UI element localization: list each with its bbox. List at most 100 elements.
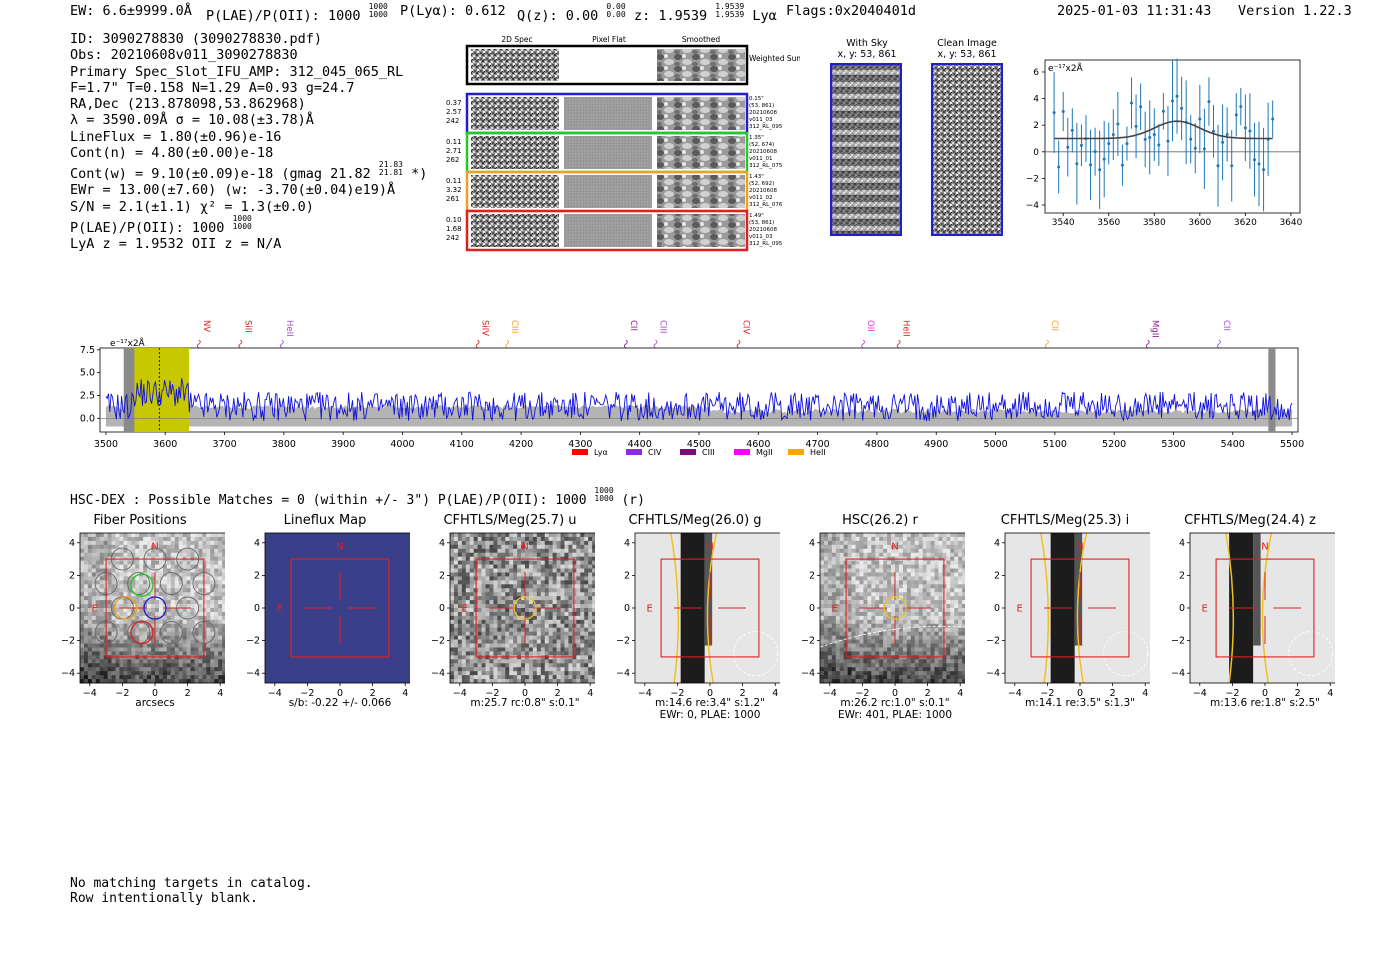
emission-line-tick: [238, 339, 243, 349]
zoom-xtick: 3540: [1052, 218, 1075, 228]
cutout-xtick: −2: [855, 688, 869, 699]
zoom-data-point: [1175, 94, 1179, 98]
cutout-image: N E −4 −4 −2 −2 0 0 2 2 4 4: [61, 532, 225, 699]
spec2d-row-meta: 312_RL_095: [749, 124, 783, 130]
spec2d-row-stat: 1.68: [446, 225, 462, 233]
emission-line-tick: [1145, 339, 1150, 349]
emission-line-label: CIV: [741, 320, 751, 334]
col-title-smoothed: Smoothed: [682, 35, 721, 44]
masked-region: [1268, 348, 1276, 432]
zoom-xtick: 3580: [1143, 218, 1166, 228]
north-label: N: [151, 541, 158, 552]
cutout-ytick: −2: [616, 636, 630, 647]
cutout-ytick: 2: [439, 570, 445, 581]
cutout-ytick: 2: [69, 570, 75, 581]
hsc-dex-title: HSC-DEX : Possible Matches = 0 (within +…: [70, 492, 587, 508]
cutout-xtick: −2: [670, 688, 684, 699]
cutout-ytick: −2: [1171, 636, 1185, 647]
cutout-xtick: −4: [453, 688, 467, 699]
emission-line-label: SiII: [242, 320, 252, 333]
spec2d-row-meta: v011_03: [749, 117, 773, 123]
emission-line-label: HeII: [284, 320, 294, 337]
spectrum-xtick: 4100: [450, 439, 474, 450]
cutout-ytick: 2: [994, 570, 1000, 581]
footer-line-2: Row intentionally blank.: [70, 891, 258, 906]
east-label: E: [277, 603, 283, 614]
cutout-caption: m:25.7 rc:0.8" s:0.1": [450, 697, 600, 709]
zoom-data-point: [1130, 101, 1134, 105]
emission-line-label: CII: [1049, 320, 1059, 331]
zoom-data-point: [1089, 163, 1093, 167]
cutout-caption-line: EWr: 401, PLAE: 1000: [837, 709, 953, 721]
spec2d-cutout: [471, 97, 559, 130]
cutout-xtick: 4: [772, 688, 778, 699]
zoom-data-point: [1098, 168, 1102, 172]
zoom-data-point: [1152, 133, 1156, 137]
emission-line-tick: [196, 339, 201, 349]
cutout-caption-line: arcsecs: [135, 697, 175, 709]
zoom-data-point: [1143, 137, 1147, 141]
spec2d-row-stat: 0.37: [446, 99, 462, 107]
emission-line-tick: [1217, 339, 1221, 349]
cutout-xtick: −4: [1008, 688, 1022, 699]
zoom-data-point: [1102, 157, 1106, 161]
cutout-ytick: 4: [69, 538, 75, 549]
cutout-xtick: 4: [217, 688, 223, 699]
zoom-data-point: [1189, 137, 1193, 141]
cutout-ytick: −4: [1171, 668, 1185, 679]
cutout-xtick: 4: [957, 688, 963, 699]
legend-label: CIII: [702, 448, 715, 457]
spectrum-xtick: 5000: [983, 439, 1007, 450]
cutout-xtick: 0: [522, 688, 528, 699]
cutout-caption-line: s/b: -0.22 +/- 0.066: [288, 697, 392, 709]
spectrum-xtick: 4000: [390, 439, 414, 450]
emission-line-tick: [505, 339, 510, 349]
spectrum-xtick: 4300: [568, 439, 592, 450]
spec2d-row-meta: 20210608: [749, 188, 777, 194]
cutout-ytick: 0: [254, 603, 260, 614]
cutout-caption: arcsecs: [80, 697, 230, 709]
cutout-title: CFHTLS/Meg(25.3) i: [1000, 513, 1130, 528]
spec2d-row-stat: 0.11: [446, 138, 462, 146]
cutout-ytick: 4: [994, 538, 1000, 549]
zoom-data-point: [1116, 122, 1120, 126]
north-label: N: [336, 541, 343, 552]
cutout-xtick: 4: [1142, 688, 1148, 699]
cutout-xtick: 4: [1327, 688, 1333, 699]
spectrum-xtick: 5400: [1221, 439, 1245, 450]
emission-line-tick: [475, 339, 480, 349]
spec2d-panel: 2D Spec Pixel Flat Smoothed Weighted Sum…: [446, 35, 800, 252]
smoothed-cutout: [657, 175, 745, 208]
cutout-xtick: 0: [152, 688, 158, 699]
zoom-data-point: [1207, 100, 1211, 104]
header-qz-label: Q(z): 0.00: [517, 7, 599, 24]
clean-image-label: Clean Image: [937, 38, 997, 49]
spectrum-line: [105, 378, 1293, 422]
cutout-title: CFHTLS/Meg(24.4) z: [1184, 513, 1316, 528]
header-z: z: 1.9539 1.9539 1.9539 Lyα: [634, 3, 777, 24]
spec2d-cutout: [471, 214, 559, 247]
zoom-data-point: [1171, 99, 1174, 103]
zoom-data-point: [1052, 111, 1056, 115]
spectrum-ytick: 5.0: [80, 368, 95, 379]
header-ew: EW: 6.6±9999.0Å: [70, 3, 192, 19]
zoom-ytick: 0: [1033, 148, 1039, 158]
cutout-ytick: −4: [61, 668, 75, 679]
spec2d-row-meta: 20210608: [749, 227, 777, 233]
spec2d-row-meta: 0.15": [749, 96, 764, 102]
header-z-hi: 1.9539: [715, 2, 745, 11]
info-primary: Primary Spec_Slot_IFU_AMP: 312_045_065_R…: [70, 63, 404, 80]
zoom-data-point: [1252, 158, 1256, 162]
cutout-ytick: −2: [986, 636, 1000, 647]
smoothed-cutout: [657, 136, 745, 169]
cutout-xtick: 0: [707, 688, 713, 699]
legend-swatch: [626, 449, 642, 455]
pixel-flat-cutout: [564, 97, 652, 130]
info-ewr: EWr = 13.00(±7.60) (w: -3.70(±0.04)e19)Å: [70, 182, 396, 199]
cutout-ytick: 2: [809, 570, 815, 581]
cutout-ytick: −4: [616, 668, 630, 679]
with-sky-image: [830, 63, 902, 236]
info-sn: S/N = 2.1(±1.1) χ² = 1.3(±0.0): [70, 198, 314, 215]
zoom-data-point: [1198, 117, 1202, 121]
weighted-sum-label: Weighted Sum: [749, 54, 800, 63]
